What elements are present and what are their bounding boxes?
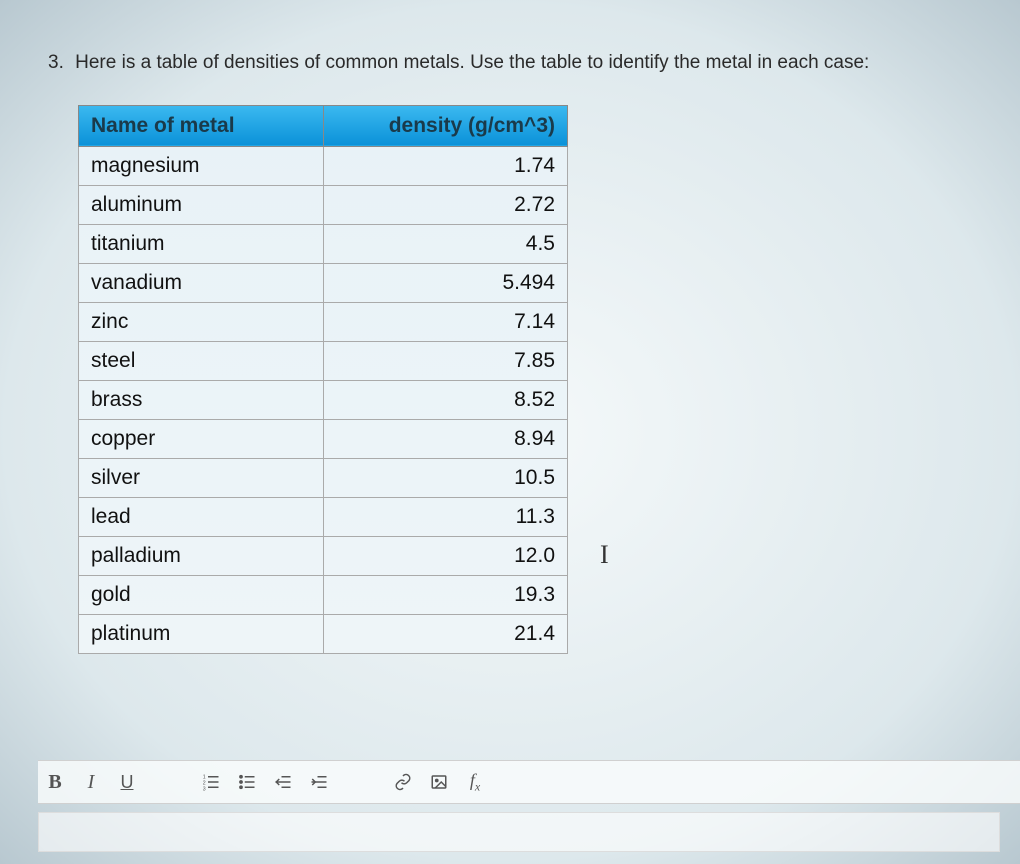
- table-row: aluminum2.72: [79, 185, 568, 224]
- text-cursor-icon: I: [600, 540, 609, 570]
- italic-button[interactable]: I: [80, 771, 102, 793]
- table-header-density: density (g/cm^3): [323, 105, 568, 146]
- bullet-list-button[interactable]: [236, 771, 258, 793]
- table-row: lead11.3: [79, 497, 568, 536]
- metal-name-cell: platinum: [79, 614, 324, 653]
- metal-name-cell: aluminum: [79, 185, 324, 224]
- outdent-button[interactable]: [272, 771, 294, 793]
- svg-text:2: 2: [203, 780, 206, 786]
- table-row: titanium4.5: [79, 224, 568, 263]
- table-row: platinum21.4: [79, 614, 568, 653]
- metal-name-cell: steel: [79, 341, 324, 380]
- metal-name-cell: brass: [79, 380, 324, 419]
- table-row: palladium12.0: [79, 536, 568, 575]
- metal-name-cell: vanadium: [79, 263, 324, 302]
- table-row: steel7.85: [79, 341, 568, 380]
- answer-input[interactable]: [38, 812, 1000, 852]
- metal-name-cell: copper: [79, 419, 324, 458]
- metal-density-cell: 10.5: [323, 458, 568, 497]
- table-row: magnesium1.74: [79, 146, 568, 185]
- table-header-name: Name of metal: [79, 105, 324, 146]
- question-prompt: Here is a table of densities of common m…: [75, 52, 869, 73]
- table-row: silver10.5: [79, 458, 568, 497]
- metal-density-cell: 7.14: [323, 302, 568, 341]
- metal-density-cell: 1.74: [323, 146, 568, 185]
- metal-density-cell: 19.3: [323, 575, 568, 614]
- equation-button[interactable]: fx: [464, 771, 486, 793]
- metal-density-cell: 11.3: [323, 497, 568, 536]
- metal-density-cell: 12.0: [323, 536, 568, 575]
- metal-density-cell: 5.494: [323, 263, 568, 302]
- table-row: brass8.52: [79, 380, 568, 419]
- metal-name-cell: gold: [79, 575, 324, 614]
- metal-name-cell: zinc: [79, 302, 324, 341]
- metal-density-cell: 2.72: [323, 185, 568, 224]
- bold-button[interactable]: B: [44, 771, 66, 793]
- image-button[interactable]: [428, 771, 450, 793]
- table-row: vanadium5.494: [79, 263, 568, 302]
- editor-toolbar: B I U 1 2 3: [38, 760, 1020, 804]
- underline-button[interactable]: U: [116, 771, 138, 793]
- numbered-list-button[interactable]: 1 2 3: [200, 771, 222, 793]
- metal-density-cell: 4.5: [323, 224, 568, 263]
- svg-text:1: 1: [203, 774, 206, 780]
- table-row: zinc7.14: [79, 302, 568, 341]
- metal-density-cell: 8.94: [323, 419, 568, 458]
- density-table: Name of metal density (g/cm^3) magnesium…: [78, 105, 568, 654]
- question-number: 3.: [48, 50, 64, 77]
- question-text: 3. Here is a table of densities of commo…: [48, 50, 972, 77]
- link-button[interactable]: [392, 771, 414, 793]
- metal-density-cell: 21.4: [323, 614, 568, 653]
- metal-density-cell: 8.52: [323, 380, 568, 419]
- metal-density-cell: 7.85: [323, 341, 568, 380]
- metal-name-cell: silver: [79, 458, 324, 497]
- svg-text:3: 3: [203, 786, 206, 791]
- metal-name-cell: titanium: [79, 224, 324, 263]
- table-row: copper8.94: [79, 419, 568, 458]
- metal-name-cell: magnesium: [79, 146, 324, 185]
- table-row: gold19.3: [79, 575, 568, 614]
- metal-name-cell: palladium: [79, 536, 324, 575]
- metal-name-cell: lead: [79, 497, 324, 536]
- indent-button[interactable]: [308, 771, 330, 793]
